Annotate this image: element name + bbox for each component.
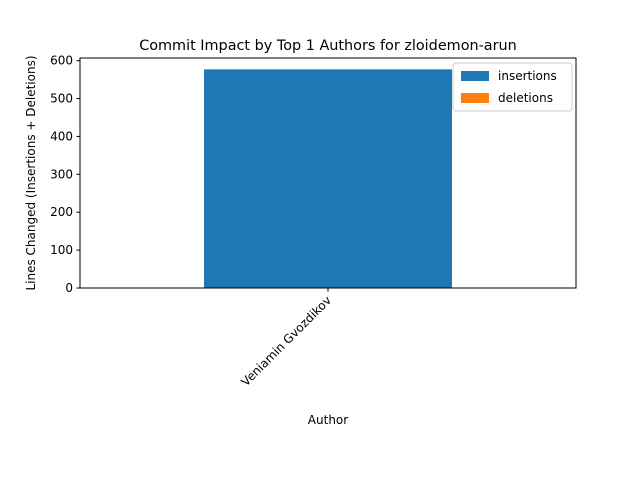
y-axis: 0 100 200 300 400 500 600 [50, 54, 80, 295]
y-tick-label: 400 [50, 129, 73, 143]
y-tick-label: 600 [50, 54, 73, 68]
legend: insertions deletions [452, 62, 573, 112]
legend-swatch-insertions [461, 71, 489, 81]
legend-label-insertions: insertions [498, 69, 557, 83]
y-tick-label: 100 [50, 243, 73, 257]
legend-swatch-deletions [461, 93, 489, 103]
legend-label-deletions: deletions [498, 91, 553, 105]
y-tick-label: 500 [50, 92, 73, 106]
y-axis-label: Lines Changed (Insertions + Deletions) [24, 55, 38, 290]
bars-group [204, 69, 452, 289]
chart-title: Commit Impact by Top 1 Authors for zloid… [139, 38, 517, 54]
x-axis-label: Author [308, 413, 348, 427]
bar-insertions [204, 69, 452, 289]
y-tick-label: 300 [50, 167, 73, 181]
y-tick-label: 200 [50, 205, 73, 219]
y-tick-label: 0 [65, 281, 73, 295]
